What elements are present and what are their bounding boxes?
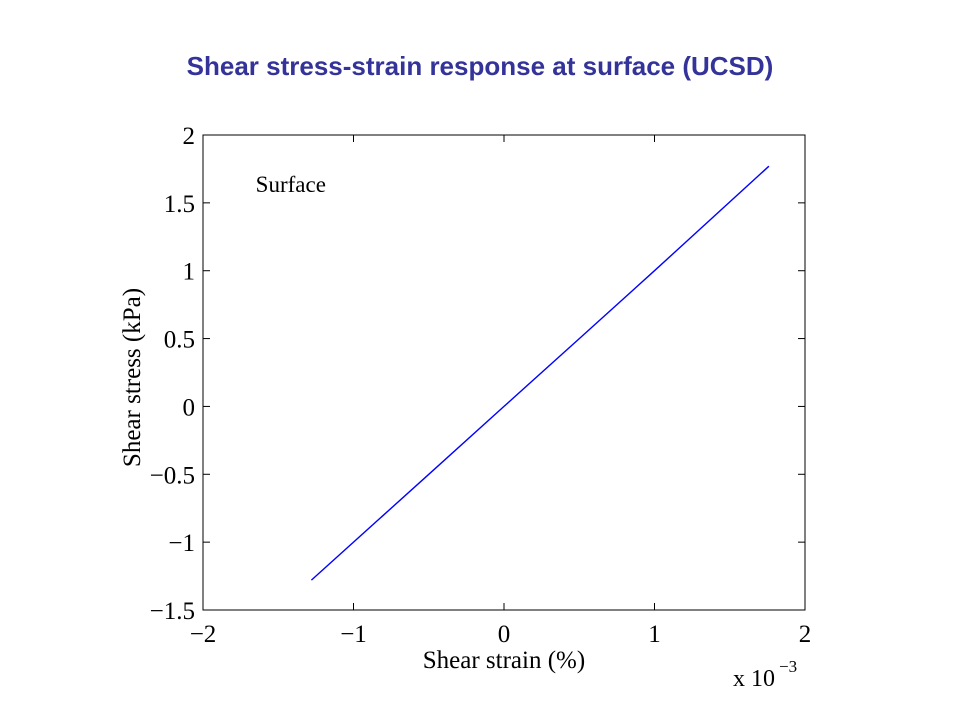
- y-tick-label-4: 0.5: [164, 327, 195, 354]
- series-line-0: [310, 165, 770, 581]
- x-tick-label-0: −2: [190, 621, 217, 648]
- x-tick-label-1: −1: [340, 621, 367, 648]
- tick-labels: −2 −1 0 1 2 −1.5 −1 −0.5 0 0.5 1 1.5 2: [150, 123, 812, 648]
- y-tick-label-1: −1: [168, 530, 195, 557]
- annotation-surface: Surface: [256, 172, 326, 197]
- plot-frame: [202, 134, 806, 611]
- y-tick-label-6: 1.5: [164, 191, 195, 218]
- y-tick-label-0: −1.5: [150, 598, 195, 625]
- y-axis-label: Shear stress (kPa): [119, 288, 146, 467]
- y-tick-label-5: 1: [183, 259, 196, 286]
- x-tick-label-4: 2: [799, 621, 812, 648]
- x-axis-label: Shear strain (%): [423, 647, 585, 674]
- x-multiplier-base: x 10: [733, 666, 775, 692]
- y-tick-label-2: −0.5: [150, 462, 195, 489]
- x-tick-label-2: 0: [498, 621, 511, 648]
- x-tick-label-3: 1: [648, 621, 661, 648]
- slide-title: Shear stress-strain response at surface …: [186, 51, 774, 81]
- x-multiplier-exponent: −3: [779, 657, 797, 676]
- y-tick-label-3: 0: [183, 394, 196, 421]
- y-tick-label-7: 2: [183, 123, 196, 150]
- series-layer: [310, 165, 770, 581]
- x-axis-multiplier: x 10 −3: [733, 657, 797, 692]
- tick-marks: [202, 134, 806, 611]
